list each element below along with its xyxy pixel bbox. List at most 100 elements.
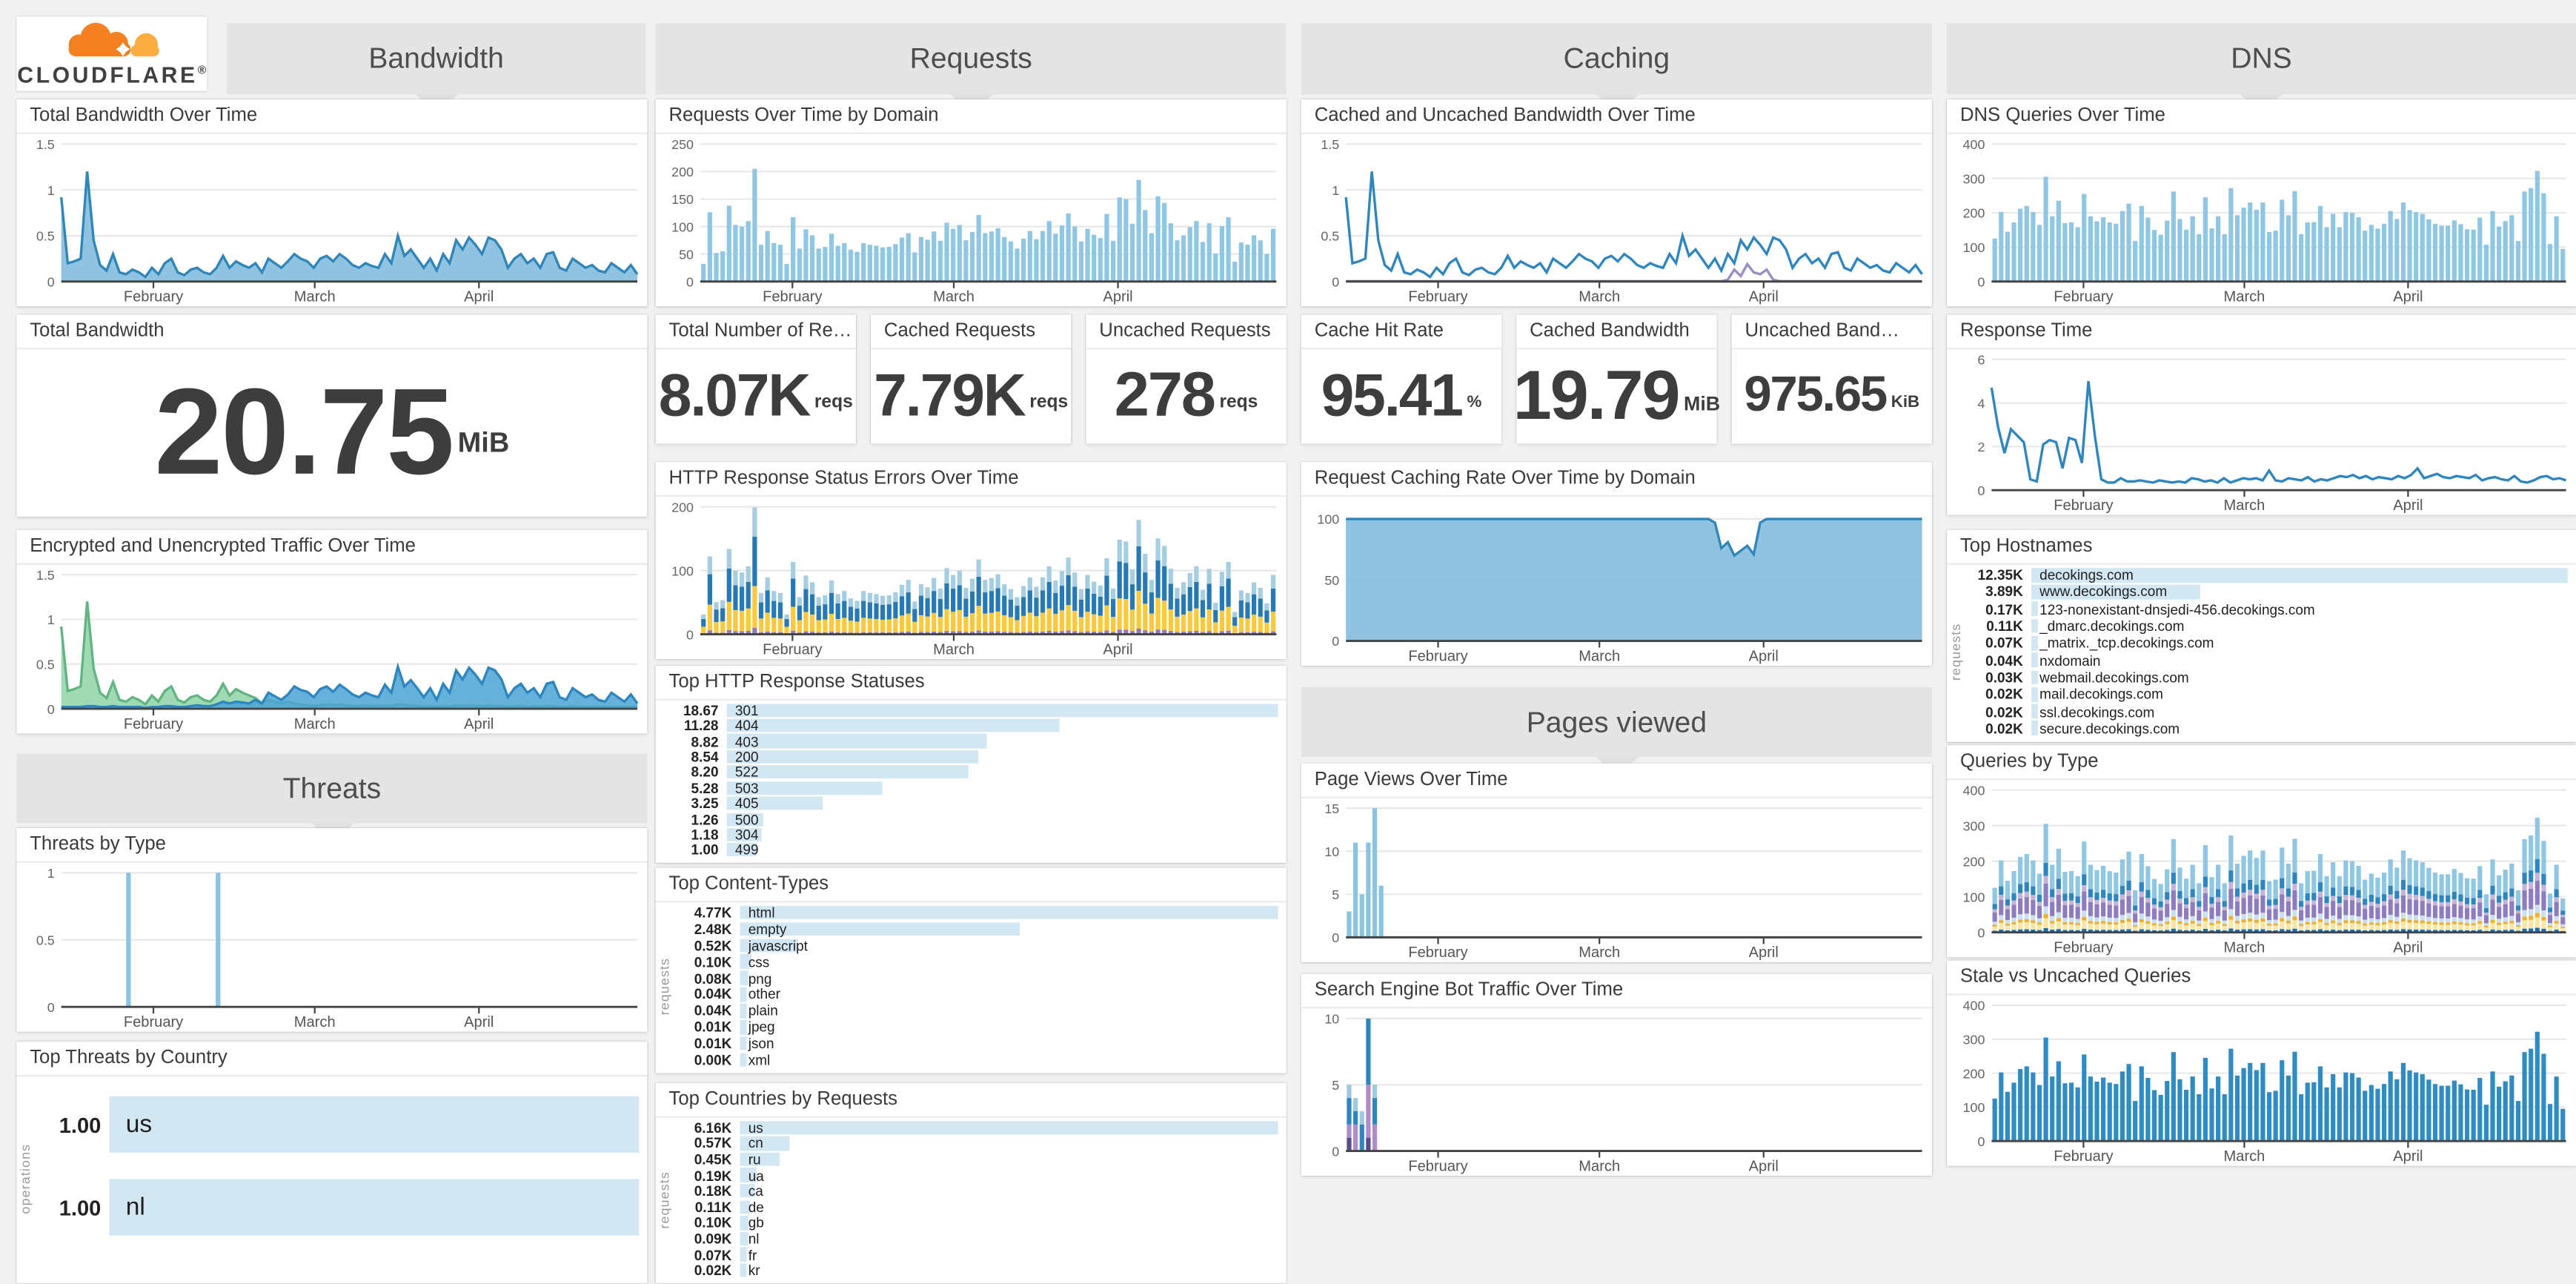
- list-row: 0.03K webmail.decokings.com: [1968, 669, 2568, 686]
- panel-total-bandwidth: Total Bandwidth 20.75 MiB: [16, 314, 648, 517]
- hbar-list-top-threats: 1.00 us 1.00 nl: [38, 1078, 640, 1278]
- svg-text:March: March: [933, 641, 975, 658]
- list-row: 1.00 nl: [38, 1174, 640, 1240]
- panel-uncached-requests: Uncached Requests 278 reqs: [1086, 314, 1287, 444]
- row-value: 0.08K: [694, 970, 732, 987]
- row-bar: [740, 1184, 756, 1198]
- stat-unit: reqs: [1029, 392, 1069, 413]
- panel-queries-by-type: Queries by Type 0 100 200 300 400 February Mar…: [1947, 745, 2576, 958]
- tab-caching[interactable]: Caching: [1301, 23, 1932, 113]
- svg-text:0: 0: [47, 1000, 55, 1015]
- svg-text:100: 100: [1317, 512, 1339, 527]
- panel-title: Threats by Type: [16, 827, 648, 863]
- cloudflare-logo[interactable]: CLOUDFLARE®: [16, 16, 208, 91]
- list-row: 0.19K ua: [677, 1167, 1278, 1183]
- chart-stale-uncached-queries: 0 100 200 300 400 February March April: [1947, 993, 2576, 1165]
- panel-total-bandwidth-over-time: Total Bandwidth Over Time 0 0.5 1 1.5 Februa…: [16, 99, 648, 307]
- svg-text:5: 5: [1332, 1078, 1339, 1093]
- panel-top-content-types: Top Content-Types requests 4.77K html 2.48…: [655, 867, 1287, 1073]
- list-top-threats: operations 1.00 us 1.00 nl: [16, 1075, 647, 1283]
- stat-cached-bandwidth: 19.79 MiB: [1513, 348, 1720, 444]
- row-bar: [726, 718, 1060, 732]
- svg-text:400: 400: [1963, 137, 1985, 152]
- panel-requests-over-time: Requests Over Time by Domain 0 50 100 150 20…: [655, 99, 1287, 307]
- row-bar: [740, 1004, 747, 1019]
- row-bar: [740, 1036, 747, 1051]
- list-row: 0.01K json: [677, 1036, 1278, 1052]
- chart-svg: 0 50 100 February March April: [1317, 512, 1922, 664]
- row-bar-zone: png: [740, 970, 1278, 986]
- stat-cached-requests: 7.79K reqs: [871, 348, 1071, 444]
- row-value: 1.00: [59, 1194, 102, 1220]
- chart-response-time: 0 2 4 6 February March April: [1947, 348, 2576, 515]
- panel-title: Top Countries by Requests: [655, 1082, 1287, 1118]
- row-bar: [726, 827, 762, 841]
- panel-title: Top Hostnames: [1947, 529, 2576, 565]
- row-value: 18.67: [683, 701, 719, 718]
- row-label: de: [748, 1198, 764, 1216]
- row-bar: [740, 1136, 790, 1151]
- panel-uncached-bandwidth: Uncached Band… 975.65 KiB: [1731, 314, 1932, 444]
- svg-text:1.5: 1.5: [36, 137, 55, 152]
- row-value: 6.16K: [694, 1119, 732, 1136]
- row-label: png: [748, 970, 772, 987]
- row-value: 0.09K: [694, 1230, 732, 1248]
- tab-dns-label: DNS: [2231, 41, 2292, 75]
- svg-text:April: April: [1749, 289, 1779, 305]
- row-bar-zone: us: [740, 1119, 1278, 1136]
- tab-bandwidth[interactable]: Bandwidth: [227, 23, 646, 113]
- tab-requests[interactable]: Requests: [655, 23, 1287, 113]
- tab-pages-viewed[interactable]: Pages viewed: [1301, 687, 1932, 775]
- svg-text:0: 0: [1332, 274, 1339, 289]
- row-bar-zone: nxdomain: [2031, 652, 2568, 669]
- list-row: 0.04K other: [677, 986, 1278, 1002]
- panel-title: Total Bandwidth Over Time: [16, 99, 648, 134]
- row-label: nxdomain: [2039, 652, 2101, 669]
- tab-dns[interactable]: DNS: [1947, 23, 2576, 113]
- panel-title: Cached and Uncached Bandwidth Over Time: [1301, 99, 1932, 134]
- svg-text:April: April: [464, 716, 494, 732]
- row-bar-zone: cn: [740, 1135, 1278, 1151]
- row-bar: [2031, 686, 2038, 702]
- cloudflare-wordmark: CLOUDFLARE®: [17, 62, 207, 87]
- stat-value: 7.79K: [874, 360, 1026, 429]
- row-bar-zone: kr: [740, 1263, 1278, 1279]
- svg-text:February: February: [1408, 944, 1467, 961]
- tab-pages-viewed-label: Pages viewed: [1526, 704, 1707, 738]
- stat-value: 278: [1114, 360, 1216, 431]
- row-bar: [2031, 721, 2038, 736]
- panel-top-threats-by-country: Top Threats by Country operations 1.00 us…: [16, 1042, 648, 1284]
- svg-text:15: 15: [1324, 801, 1339, 816]
- row-value: 0.00K: [694, 1051, 732, 1069]
- row-value: 0.04K: [1985, 652, 2023, 669]
- tab-threats[interactable]: Threats: [16, 753, 648, 841]
- panel-title: Top HTTP Response Statuses: [655, 666, 1287, 701]
- row-label: 499: [734, 841, 759, 858]
- svg-text:2: 2: [1978, 440, 1985, 454]
- list-row: 8.20 522: [664, 764, 1278, 781]
- row-bar-zone: other: [740, 986, 1278, 1003]
- svg-text:April: April: [2393, 497, 2423, 514]
- stat-total-requests: 8.07K reqs: [656, 348, 856, 444]
- chart-svg: 0 100 200 300 400 February March April: [1963, 137, 2566, 305]
- tab-threats-label: Threats: [282, 770, 382, 804]
- tab-caching-label: Caching: [1563, 41, 1670, 75]
- stat-value: 20.75: [154, 363, 454, 500]
- svg-text:March: March: [1579, 944, 1620, 961]
- svg-text:100: 100: [671, 563, 694, 578]
- row-value: 0.07K: [694, 1246, 732, 1263]
- chart-svg: 0 0.5 1 February March April: [36, 866, 638, 1030]
- row-label: 405: [734, 795, 759, 812]
- row-label: nl: [748, 1230, 760, 1248]
- svg-text:February: February: [763, 289, 822, 305]
- svg-text:April: April: [1103, 641, 1132, 658]
- row-bar-zone: json: [740, 1036, 1278, 1052]
- panel-title: Search Engine Bot Traffic Over Time: [1301, 973, 1932, 1009]
- list-row: 2.48K empty: [677, 921, 1278, 937]
- svg-text:1: 1: [47, 183, 55, 198]
- svg-text:0: 0: [1332, 930, 1339, 945]
- row-bar: [740, 938, 799, 953]
- row-label: 403: [734, 732, 759, 749]
- svg-text:March: March: [2224, 497, 2265, 514]
- chart-total-bandwidth-over-time: 0 0.5 1 1.5 February March April: [16, 133, 647, 307]
